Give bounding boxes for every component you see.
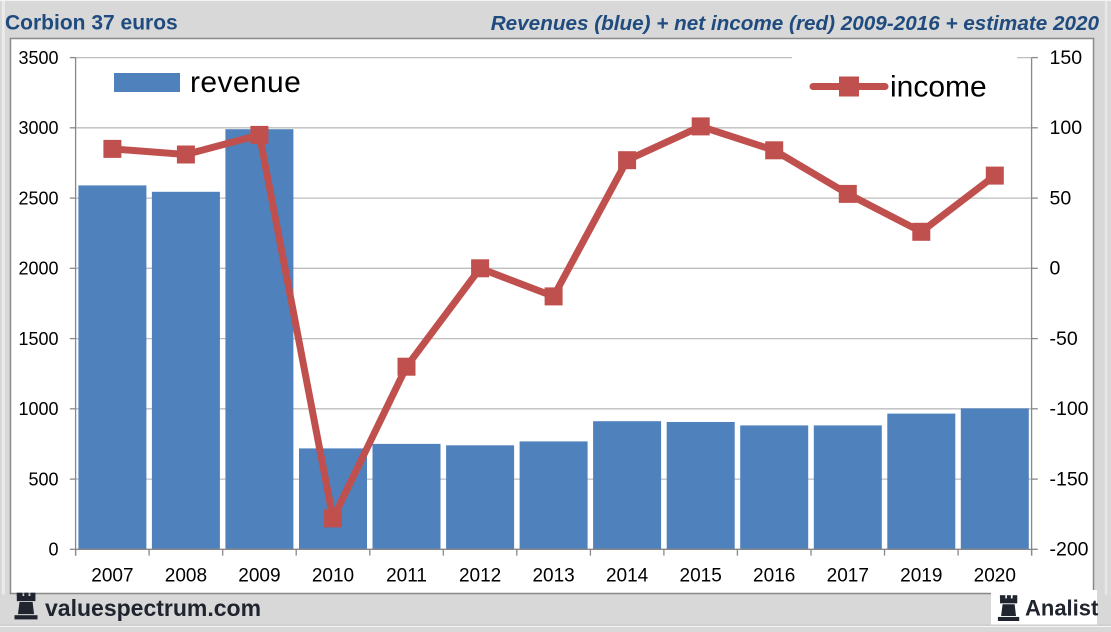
svg-text:500: 500 [28, 470, 58, 490]
svg-text:0: 0 [48, 540, 58, 560]
svg-text:2014: 2014 [606, 566, 649, 587]
svg-text:3000: 3000 [18, 118, 58, 138]
svg-text:2017: 2017 [827, 566, 869, 587]
svg-text:2000: 2000 [18, 259, 58, 279]
svg-text:2010: 2010 [312, 566, 354, 587]
svg-text:Revenues (blue) + net income (: Revenues (blue) + net income (red) 2009-… [491, 12, 1100, 35]
svg-text:150: 150 [1050, 47, 1083, 69]
svg-text:2008: 2008 [165, 566, 207, 587]
svg-text:1000: 1000 [18, 399, 58, 419]
svg-text:-50: -50 [1050, 328, 1078, 350]
svg-text:2016: 2016 [753, 566, 795, 587]
svg-text:-150: -150 [1050, 469, 1089, 491]
svg-text:2009: 2009 [238, 566, 280, 587]
svg-text:2500: 2500 [18, 189, 58, 209]
svg-text:2012: 2012 [459, 566, 501, 587]
svg-text:-100: -100 [1050, 398, 1089, 420]
svg-text:1500: 1500 [18, 329, 58, 349]
svg-text:2015: 2015 [680, 566, 722, 587]
svg-text:2019: 2019 [900, 566, 942, 587]
svg-text:Corbion 37 euros: Corbion 37 euros [5, 12, 178, 35]
svg-text:50: 50 [1050, 188, 1072, 210]
svg-text:Analist: Analist [1025, 596, 1099, 621]
svg-text:100: 100 [1050, 117, 1083, 139]
svg-text:2007: 2007 [91, 566, 133, 587]
svg-text:3500: 3500 [18, 48, 58, 68]
svg-text:0: 0 [1050, 258, 1061, 280]
svg-text:revenue: revenue [190, 66, 301, 99]
svg-text:2020: 2020 [974, 566, 1016, 587]
svg-text:-200: -200 [1050, 539, 1089, 561]
svg-text:income: income [890, 71, 987, 104]
svg-text:2011: 2011 [386, 566, 427, 587]
svg-text:valuespectrum.com: valuespectrum.com [45, 595, 261, 621]
svg-text:2013: 2013 [532, 566, 574, 587]
